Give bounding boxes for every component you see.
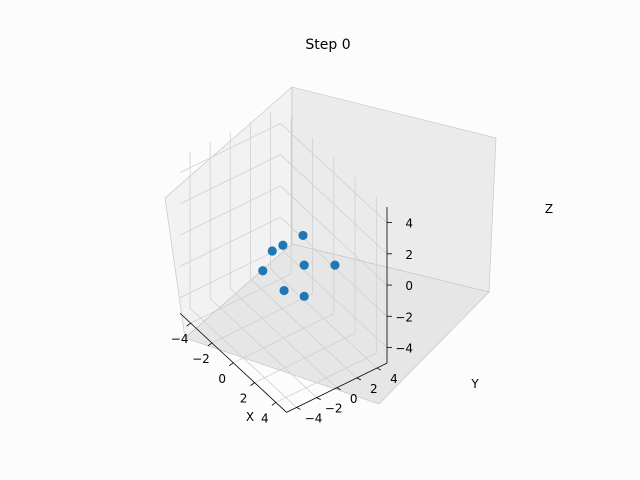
x-tick bbox=[207, 342, 213, 347]
grid-lines bbox=[179, 112, 388, 408]
x-axis-label: X bbox=[246, 410, 254, 424]
y-tick-label: 4 bbox=[390, 372, 398, 386]
x-tick-label: 2 bbox=[240, 392, 248, 406]
data-point bbox=[299, 291, 309, 301]
x-grid-line bbox=[254, 333, 356, 383]
data-point bbox=[267, 246, 277, 256]
data-points bbox=[258, 230, 340, 301]
y-tick-label: 0 bbox=[350, 392, 358, 406]
z-tick-label: 4 bbox=[405, 217, 413, 231]
z-tick-label: −2 bbox=[395, 310, 413, 324]
x-tick-label: −2 bbox=[192, 352, 210, 366]
data-point bbox=[278, 240, 288, 250]
z-tick-label: 2 bbox=[405, 248, 413, 262]
y-tick bbox=[376, 367, 382, 371]
z-tick-label: 0 bbox=[405, 279, 413, 293]
z-grid-line bbox=[179, 154, 281, 205]
y-tick-label: −4 bbox=[305, 411, 323, 425]
x-tick bbox=[250, 382, 255, 386]
data-point bbox=[298, 230, 308, 241]
x-grid-line bbox=[275, 352, 377, 403]
z-grid-line bbox=[179, 123, 281, 174]
z-grid-line bbox=[280, 154, 388, 255]
data-point bbox=[330, 260, 340, 270]
z-grid-line bbox=[179, 185, 281, 236]
y-tick bbox=[316, 397, 321, 400]
x-tick-label: −4 bbox=[171, 332, 189, 346]
floor-pane bbox=[184, 243, 490, 405]
y-tick bbox=[356, 377, 362, 381]
y-tick bbox=[296, 407, 301, 410]
y-tick bbox=[336, 387, 341, 391]
y-axis-label: Y bbox=[470, 377, 479, 391]
x-tick-label: 0 bbox=[218, 372, 226, 386]
z-grid-line bbox=[280, 123, 388, 223]
z-tick-label: −4 bbox=[395, 342, 413, 356]
z-axis-label: Z bbox=[545, 202, 553, 216]
x-tick-label: 4 bbox=[261, 411, 269, 425]
chart-title: Step 0 bbox=[305, 37, 350, 53]
x-tick bbox=[186, 322, 191, 327]
x-tick bbox=[271, 402, 277, 406]
y-tick-label: −2 bbox=[325, 402, 343, 416]
y-grid-line bbox=[250, 278, 358, 379]
y-grid-line bbox=[229, 288, 338, 389]
data-point bbox=[279, 285, 289, 296]
data-point bbox=[299, 260, 309, 270]
data-point bbox=[258, 266, 268, 276]
y-tick-label: 2 bbox=[370, 382, 378, 396]
x-tick bbox=[229, 362, 234, 367]
z-grid-line bbox=[280, 185, 388, 286]
y-grid-line bbox=[270, 268, 378, 369]
